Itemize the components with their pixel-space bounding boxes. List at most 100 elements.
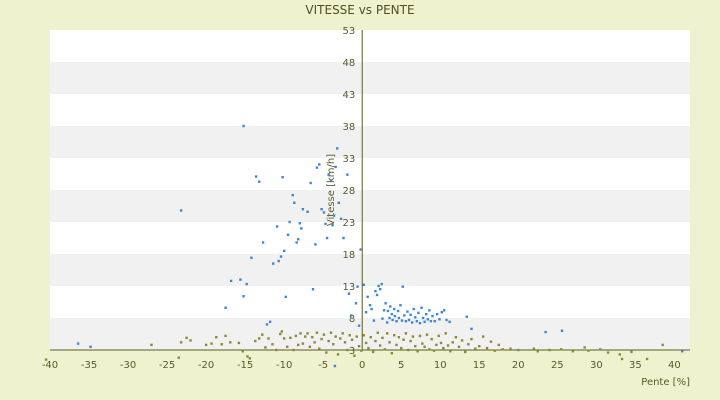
data-point [280, 330, 284, 333]
data-point [229, 341, 232, 344]
data-point [327, 339, 330, 343]
data-point [254, 339, 257, 343]
data-point [331, 224, 334, 227]
data-point [250, 256, 253, 260]
data-point [404, 320, 408, 323]
y-tick-label: 23 [342, 218, 355, 229]
data-point [241, 350, 244, 353]
data-point [332, 343, 335, 346]
data-point [478, 344, 481, 348]
data-point [470, 337, 473, 341]
data-point [268, 320, 272, 324]
data-point [397, 316, 401, 320]
data-point [301, 342, 305, 345]
data-point [322, 333, 326, 336]
data-point [423, 320, 426, 324]
data-point [431, 314, 434, 318]
data-point [329, 179, 333, 182]
data-point [435, 343, 438, 347]
data-point [318, 347, 321, 350]
x-tick-label: -10 [276, 360, 292, 371]
data-points [44, 124, 684, 368]
data-point [288, 220, 291, 224]
data-point [397, 336, 401, 339]
data-point [334, 165, 337, 169]
data-point [382, 309, 386, 312]
data-point [571, 350, 575, 353]
data-point [385, 321, 389, 324]
data-point [224, 334, 227, 338]
data-point [189, 339, 192, 342]
data-point [308, 345, 312, 348]
data-point [407, 318, 411, 322]
data-point [386, 309, 390, 313]
data-point [245, 282, 248, 286]
data-point [348, 334, 351, 337]
grid-band [50, 126, 690, 158]
data-point [448, 320, 451, 324]
data-point [314, 243, 317, 246]
data-point [433, 320, 436, 323]
data-point [272, 262, 275, 265]
data-point [367, 346, 370, 350]
data-point [375, 293, 379, 297]
data-point [271, 343, 274, 346]
data-point [357, 324, 361, 327]
data-point [406, 310, 409, 313]
data-point [421, 342, 424, 345]
data-point [295, 241, 298, 244]
y-tick-label: 13 [342, 282, 355, 293]
data-point [680, 350, 684, 353]
x-tick-label: 25 [551, 360, 564, 371]
data-point [414, 344, 417, 348]
y-tick-label: 48 [342, 58, 355, 69]
data-point [306, 210, 309, 213]
data-point [296, 238, 300, 241]
data-point [292, 348, 295, 352]
data-point [548, 348, 551, 352]
data-point [299, 332, 302, 335]
grid-band [50, 158, 690, 190]
data-point [449, 350, 452, 353]
x-tick-label: 20 [512, 360, 525, 371]
data-point [401, 285, 404, 288]
data-point [342, 236, 345, 240]
data-point [318, 163, 321, 166]
data-point [438, 318, 441, 321]
data-point [470, 327, 473, 331]
data-point [389, 305, 392, 308]
data-point [374, 339, 377, 343]
data-point [645, 357, 649, 361]
data-point [445, 318, 448, 322]
data-point [320, 208, 323, 211]
data-point [346, 173, 349, 176]
data-point [457, 345, 461, 348]
x-tick-label: 5 [398, 360, 404, 371]
grid-band [50, 190, 690, 222]
data-point [261, 241, 265, 244]
data-point [346, 348, 349, 352]
data-point [371, 350, 375, 354]
data-point [286, 345, 289, 348]
data-point [204, 343, 208, 347]
x-tick-label: 30 [590, 360, 603, 371]
x-tick-label: 35 [629, 360, 642, 371]
data-point [388, 341, 391, 344]
x-tick-label: -25 [159, 360, 175, 371]
y-tick-label: 53 [342, 26, 355, 37]
data-point [286, 233, 290, 236]
y-axis-label: Vitesse [km/h] [326, 154, 337, 226]
x-axis-label: Pente [%] [641, 377, 690, 388]
data-point [76, 342, 80, 345]
data-point [536, 350, 540, 353]
grid-band [50, 286, 690, 318]
data-point [432, 349, 436, 352]
data-point [246, 355, 249, 358]
data-point [396, 309, 400, 313]
data-point [229, 279, 233, 283]
data-point [210, 342, 213, 345]
x-tick-label: -20 [198, 360, 214, 371]
data-point [474, 347, 477, 350]
x-tick-label: 0 [359, 360, 365, 371]
